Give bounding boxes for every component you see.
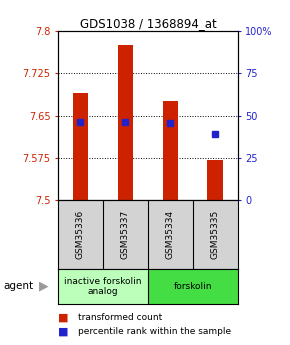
Text: inactive forskolin
analog: inactive forskolin analog	[64, 277, 142, 296]
Text: GSM35334: GSM35334	[166, 210, 175, 259]
Text: GSM35336: GSM35336	[76, 210, 85, 259]
Text: ■: ■	[58, 326, 68, 336]
Bar	[58, 200, 103, 269]
Bar	[148, 269, 238, 304]
Text: GSM35337: GSM35337	[121, 210, 130, 259]
Bar	[148, 200, 193, 269]
Text: ▶: ▶	[39, 280, 49, 293]
Bar	[193, 200, 238, 269]
Text: forskolin: forskolin	[174, 282, 212, 291]
Text: agent: agent	[3, 282, 33, 291]
Text: transformed count: transformed count	[78, 313, 163, 322]
Bar	[72, 93, 88, 200]
Bar	[207, 159, 223, 200]
Bar	[103, 200, 148, 269]
Text: ■: ■	[58, 313, 68, 322]
Title: GDS1038 / 1368894_at: GDS1038 / 1368894_at	[79, 17, 216, 30]
Bar	[117, 45, 133, 200]
Bar	[162, 101, 178, 200]
Text: GSM35335: GSM35335	[211, 210, 220, 259]
Text: percentile rank within the sample: percentile rank within the sample	[78, 327, 231, 336]
Bar	[58, 269, 148, 304]
